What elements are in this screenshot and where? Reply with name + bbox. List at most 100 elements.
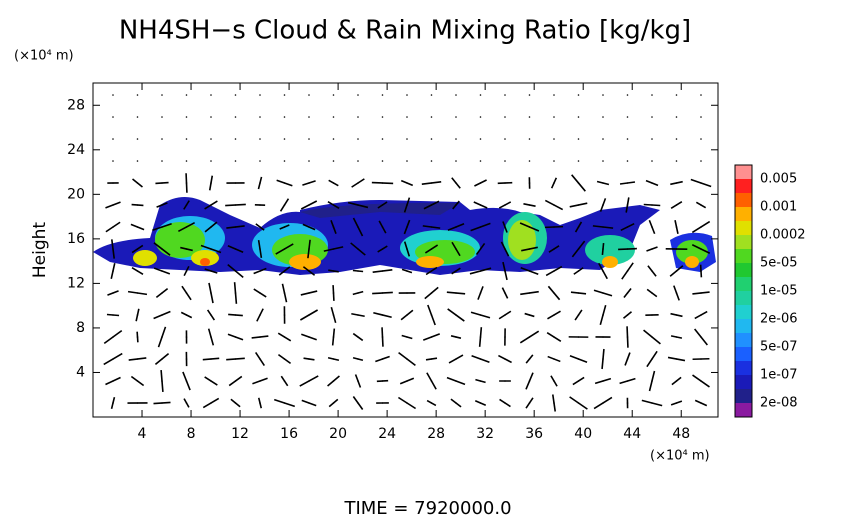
colorbar-swatch bbox=[735, 291, 752, 305]
grid-dot bbox=[382, 94, 384, 96]
grid-dot bbox=[137, 116, 139, 118]
grid-dot bbox=[137, 160, 139, 162]
x-tick-label: 44 bbox=[623, 426, 641, 442]
grid-dot bbox=[333, 116, 335, 118]
grid-dot bbox=[627, 160, 629, 162]
x-tick-label: 8 bbox=[187, 426, 196, 442]
grid-dot bbox=[308, 116, 310, 118]
grid-dot bbox=[137, 138, 139, 140]
grid-dot bbox=[186, 94, 188, 96]
wind-vector bbox=[372, 183, 393, 184]
x-tick-label: 32 bbox=[476, 426, 494, 442]
colorbar-swatch bbox=[735, 305, 752, 319]
grid-dot bbox=[455, 94, 457, 96]
grid-dot bbox=[676, 116, 678, 118]
grid-dot bbox=[357, 160, 359, 162]
y-tick-label: 16 bbox=[67, 231, 85, 247]
grid-dot bbox=[553, 160, 555, 162]
grid-dot bbox=[161, 116, 163, 118]
grid-dot bbox=[553, 116, 555, 118]
grid-dot bbox=[700, 138, 702, 140]
y-tick-label: 28 bbox=[67, 97, 85, 113]
colorbar-swatch bbox=[735, 249, 752, 263]
grid-dot bbox=[235, 116, 237, 118]
grid-dot bbox=[357, 138, 359, 140]
grid-dot bbox=[504, 160, 506, 162]
grid-dot bbox=[284, 94, 286, 96]
grid-dot bbox=[406, 116, 408, 118]
colorbar-swatch bbox=[735, 389, 752, 403]
wind-vector bbox=[132, 205, 144, 206]
grid-dot bbox=[161, 138, 163, 140]
grid-dot bbox=[284, 138, 286, 140]
wind-vector bbox=[186, 173, 187, 193]
colorbar-label: 0.001 bbox=[760, 200, 797, 215]
wind-vector bbox=[693, 359, 710, 360]
x-tick-label: 28 bbox=[427, 426, 445, 442]
grid-dot bbox=[553, 138, 555, 140]
grid-dot bbox=[357, 116, 359, 118]
colorbar-label: 2e-06 bbox=[760, 312, 798, 327]
wind-vector bbox=[228, 314, 243, 315]
wind-vector bbox=[353, 270, 363, 271]
wind-vector bbox=[627, 326, 628, 347]
y-tick-label: 24 bbox=[67, 142, 85, 158]
colorbar-label: 5e-07 bbox=[760, 340, 798, 355]
grid-dot bbox=[210, 160, 212, 162]
footer: TIME = 7920000.0 bbox=[343, 498, 511, 519]
grid-dot bbox=[308, 160, 310, 162]
colorbar-swatch bbox=[735, 193, 752, 207]
grid-dot bbox=[651, 160, 653, 162]
wind-vector bbox=[498, 183, 513, 184]
grid-dot bbox=[578, 160, 580, 162]
grid-dot bbox=[284, 160, 286, 162]
grid-dot bbox=[480, 116, 482, 118]
colorbar-label: 0.005 bbox=[760, 172, 797, 187]
colorbar-label: 1e-05 bbox=[760, 284, 798, 299]
wind-vector bbox=[382, 327, 383, 346]
colorbar-swatch bbox=[735, 403, 752, 417]
y-tick-label: 12 bbox=[67, 275, 85, 291]
grid-dot bbox=[112, 116, 114, 118]
y-tick-label: 4 bbox=[76, 364, 85, 380]
grid-dot bbox=[529, 94, 531, 96]
grid-dot bbox=[333, 138, 335, 140]
grid-dot bbox=[235, 94, 237, 96]
grid-dot bbox=[284, 116, 286, 118]
grid-dot bbox=[186, 138, 188, 140]
colorbar-label: 2e-08 bbox=[760, 396, 798, 411]
grid-dot bbox=[431, 94, 433, 96]
grid-dot bbox=[602, 138, 604, 140]
grid-dot bbox=[210, 94, 212, 96]
grid-dot bbox=[259, 160, 261, 162]
x-tick-label: 12 bbox=[231, 426, 249, 442]
grid-dot bbox=[308, 138, 310, 140]
grid-dot bbox=[431, 160, 433, 162]
grid-dot bbox=[333, 160, 335, 162]
grid-dot bbox=[504, 94, 506, 96]
grid-dot bbox=[210, 116, 212, 118]
grid-dot bbox=[504, 116, 506, 118]
grid-dot bbox=[700, 160, 702, 162]
wind-vector bbox=[545, 227, 563, 228]
grid-dot bbox=[676, 94, 678, 96]
grid-dot bbox=[676, 138, 678, 140]
colorbar-swatch bbox=[735, 375, 752, 389]
grid-dot bbox=[406, 94, 408, 96]
grid-dot bbox=[210, 138, 212, 140]
chart-title: NH4SH−s Cloud & Rain Mixing Ratio [kg/kg… bbox=[119, 16, 691, 46]
grid-dot bbox=[676, 160, 678, 162]
colorbar-swatch bbox=[735, 319, 752, 333]
grid-dot bbox=[602, 160, 604, 162]
x-tick-label: 20 bbox=[329, 426, 347, 442]
wind-vector bbox=[377, 381, 388, 382]
grid-dot bbox=[382, 116, 384, 118]
colorbar-label: 0.0002 bbox=[760, 228, 806, 243]
grid-dot bbox=[308, 94, 310, 96]
x-tick-label: 4 bbox=[138, 426, 147, 442]
grid-dot bbox=[578, 116, 580, 118]
grid-dot bbox=[357, 94, 359, 96]
x-tick-label: 36 bbox=[525, 426, 543, 442]
grid-dot bbox=[137, 94, 139, 96]
